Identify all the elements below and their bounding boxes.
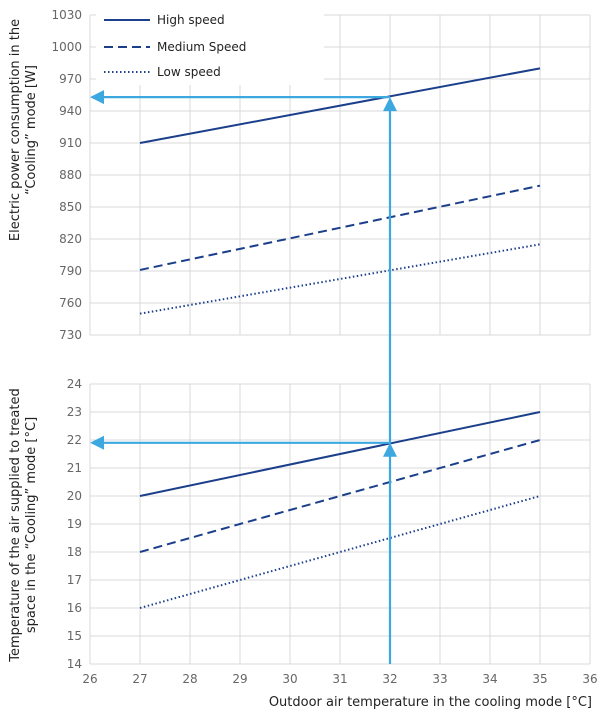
top-y-tick-label: 790 [59, 264, 82, 278]
top-y-axis-title-line2: “Cooling” mode [W] [24, 65, 39, 195]
bottom-y-axis-title-line2: space in the “Cooling” mode [°C] [24, 417, 39, 633]
top-series-line-dashed [139, 184, 541, 271]
bottom-series-line-dotted [139, 495, 541, 609]
bottom-y-tick-label: 24 [67, 377, 82, 391]
bottom-chart-panel: 14 15 16 17 18 19 20 21 22 23 24 26 27 28 29 30 31 32 33 34… [67, 377, 598, 686]
bottom-y-tick-label: 17 [67, 573, 82, 587]
bottom-y-tick-label: 21 [67, 461, 82, 475]
x-tick-label: 30 [282, 672, 297, 686]
bottom-y-tick-label: 22 [67, 433, 82, 447]
top-y-tick-label: 1000 [51, 40, 82, 54]
x-tick-label: 34 [482, 672, 497, 686]
arrow-head-left [90, 435, 104, 450]
top-y-tick-label: 970 [59, 72, 82, 86]
x-tick-label: 29 [232, 672, 247, 686]
top-y-tick-label: 760 [59, 296, 82, 310]
arrow-head-up [383, 97, 397, 112]
x-axis-title: Outdoor air temperature in the cooling m… [269, 695, 592, 710]
reading-arrows [90, 90, 397, 664]
top-y-tick-label: 940 [59, 104, 82, 118]
top-y-tick-label: 880 [59, 168, 82, 182]
x-tick-label: 36 [582, 672, 597, 686]
legend-label-medium-speed: Medium Speed [157, 40, 246, 54]
bottom-y-tick-label: 15 [67, 629, 82, 643]
bottom-y-tick-label: 20 [67, 489, 82, 503]
bottom-y-tick-label: 18 [67, 545, 82, 559]
legend-label-low-speed: Low speed [157, 65, 221, 79]
legend-label-high-speed: High speed [157, 13, 225, 27]
x-tick-label: 32 [382, 672, 397, 686]
x-tick-label: 33 [432, 672, 447, 686]
legend: High speed Medium Speed Low speed [96, 9, 324, 85]
arrow-head-up [383, 442, 397, 457]
x-tick-label: 28 [182, 672, 197, 686]
top-y-tick-label: 730 [59, 328, 82, 342]
top-y-axis-title-line1: Electric power consumption in the [8, 19, 23, 241]
bottom-y-tick-label: 14 [67, 657, 82, 671]
top-y-tick-label: 850 [59, 200, 82, 214]
x-tick-label: 35 [532, 672, 547, 686]
x-tick-label: 26 [82, 672, 97, 686]
x-tick-label: 31 [332, 672, 347, 686]
top-y-tick-label: 820 [59, 232, 82, 246]
top-series-line-solid [139, 67, 541, 144]
bottom-y-tick-label: 16 [67, 601, 82, 615]
arrow-head-left [90, 90, 104, 105]
top-y-tick-label: 910 [59, 136, 82, 150]
x-tick-label: 27 [132, 672, 147, 686]
bottom-y-tick-label: 23 [67, 405, 82, 419]
bottom-y-axis-title-line1: Temperature of the air supplied to treat… [8, 388, 23, 662]
bottom-series-line-solid [139, 411, 541, 497]
bottom-y-tick-label: 19 [67, 517, 82, 531]
top-y-tick-label: 1030 [51, 8, 82, 22]
